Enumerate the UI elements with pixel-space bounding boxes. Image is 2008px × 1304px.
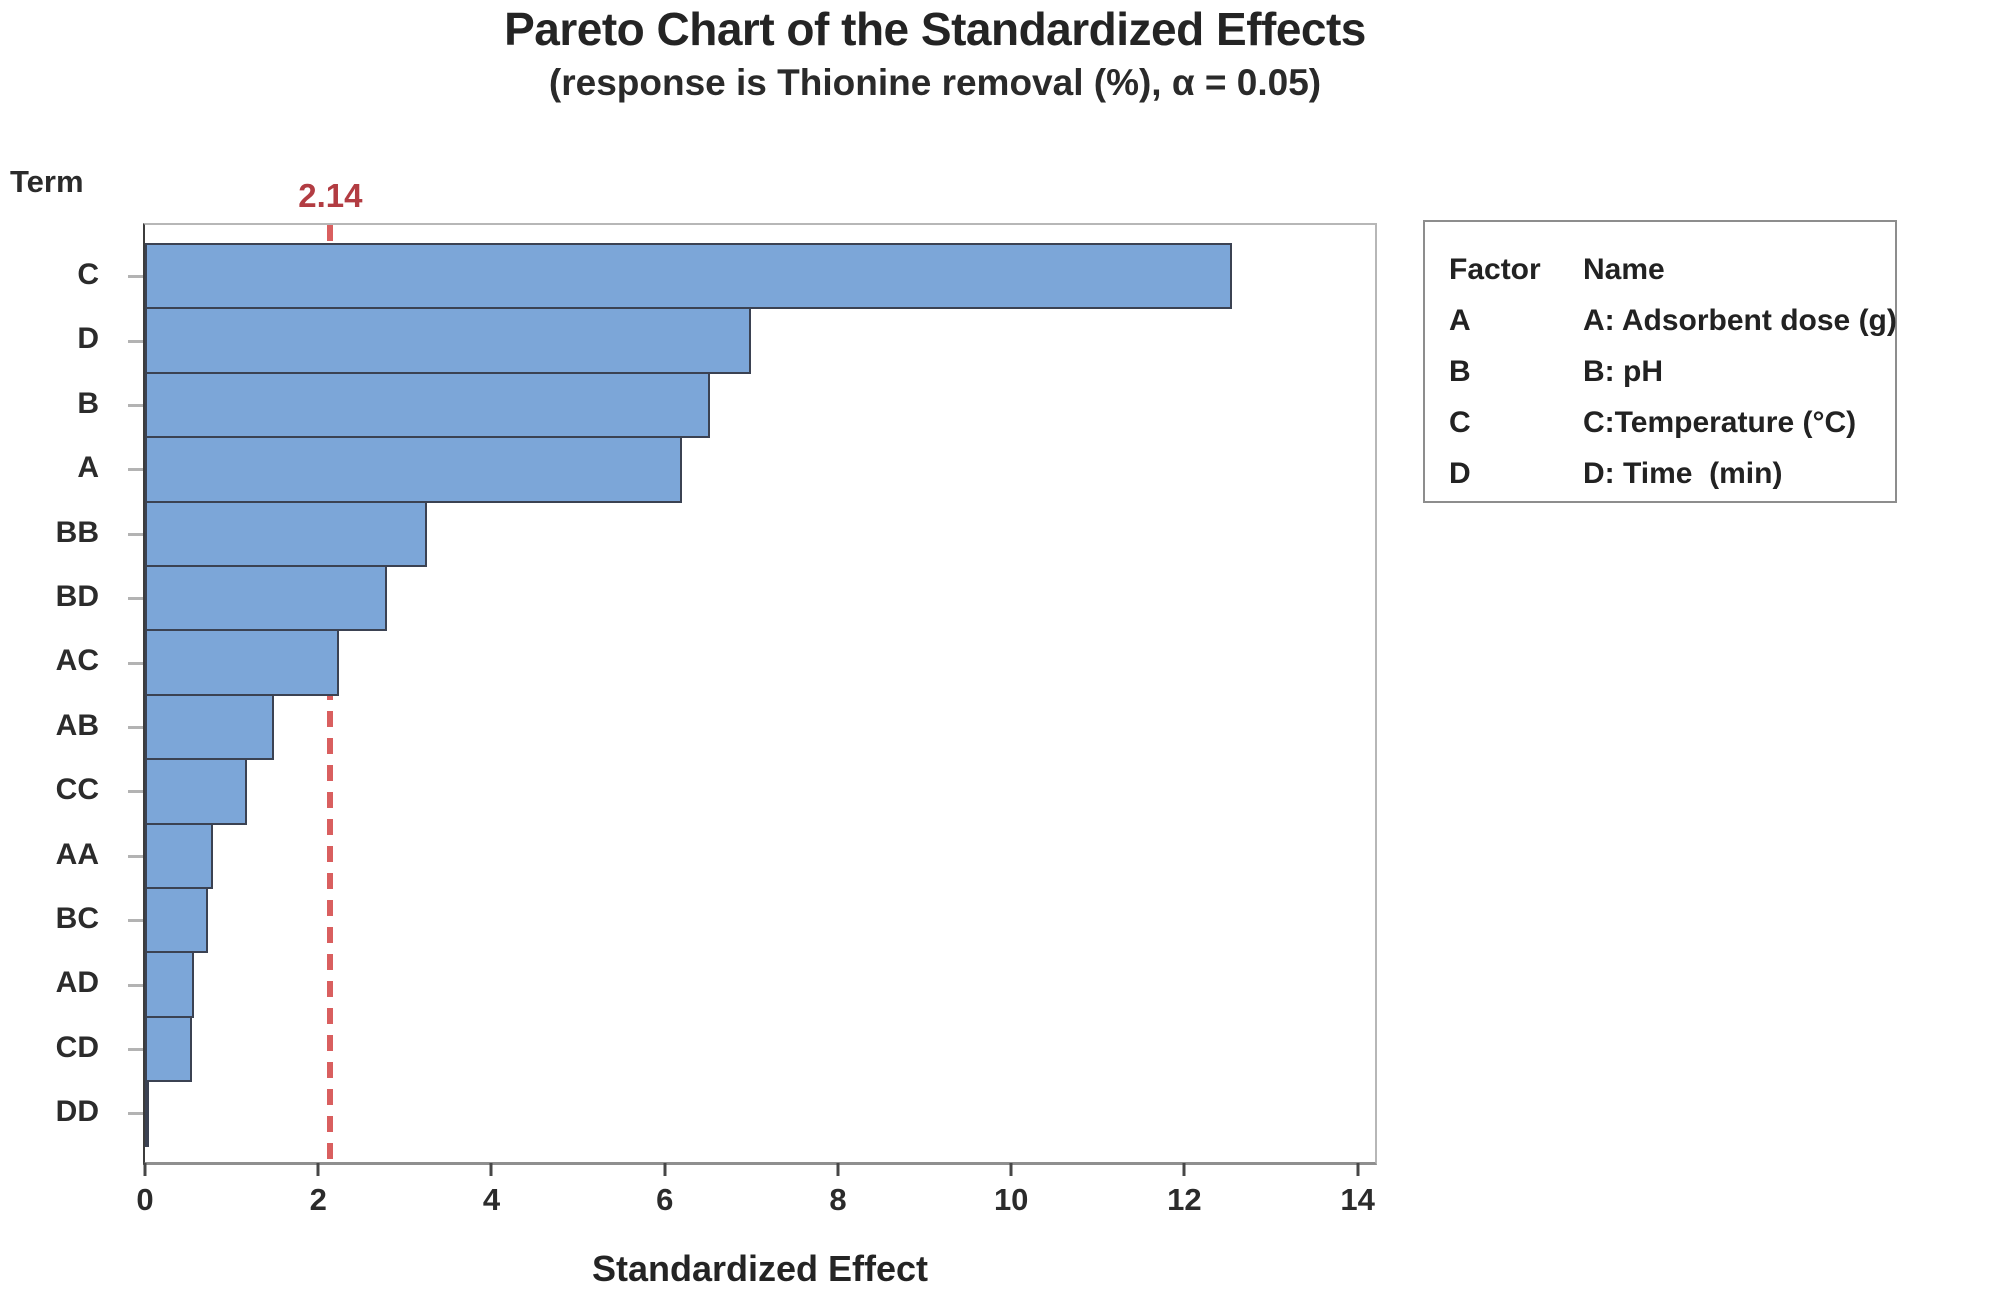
bar-BB [145,500,428,567]
y-axis-tick [128,339,143,343]
x-axis-tick [663,1163,667,1176]
x-axis-tick [316,1163,320,1176]
y-axis-tick [128,532,143,536]
reference-line-label: 2.14 [298,177,363,214]
term-label-BD: BD [55,580,99,613]
x-axis-tick [489,1163,493,1176]
bar-AD [145,951,194,1018]
x-axis-title: Standardized Effect [591,1248,929,1289]
term-label-BB: BB [55,515,99,549]
x-tick-label-14: 14 [1340,1182,1375,1217]
x-tick-label-10: 10 [993,1182,1029,1217]
x-axis-tick [1356,1163,1360,1176]
bar-AA [145,822,214,889]
bar-CD [145,1015,192,1083]
x-tick-label-4: 4 [482,1182,501,1217]
y-axis-tick [128,726,143,729]
bar-CC [145,758,248,825]
bar-BD [145,565,387,632]
legend-factor-cell: D [1449,457,1471,490]
factor-legend: Factor Name A A: Adsorbent dose (g) B B:… [1423,220,1897,503]
term-label-DD: DD [55,1095,99,1129]
bar-DD [145,1080,149,1147]
x-axis-tick [836,1163,840,1176]
legend-row: D D: Time (min) [1449,448,1887,499]
bar-B [145,371,710,439]
x-tick-label-2: 2 [309,1182,327,1217]
legend-name-cell: A: Adsorbent dose (g) [1583,304,1897,337]
x-tick-label-8: 8 [829,1182,847,1217]
term-label-B: B [77,386,99,420]
x-tick-label-0: 0 [136,1182,154,1217]
term-label-AC: AC [55,644,99,678]
bar-C [145,243,1233,310]
bar-AC [145,629,340,696]
y-axis-tick [128,854,143,858]
legend-name-cell: B: pH [1583,355,1663,388]
legend-header-row: Factor Name [1449,244,1887,295]
y-axis-tick [128,275,143,279]
bar-D [145,307,752,374]
bar-AB [145,693,275,761]
term-label-AD: AD [55,966,99,1000]
x-tick-label-6: 6 [656,1182,674,1217]
legend-name-cell: D: Time (min) [1583,457,1783,490]
x-axis-tick [1009,1163,1013,1176]
y-axis-tick [128,1048,143,1051]
legend-name-cell: C:Temperature (°C) [1583,406,1857,439]
chart-title: Pareto Chart of the Standardized Effects [504,3,1366,55]
legend-row: C C:Temperature (°C) [1449,397,1887,448]
legend-factor-header: Factor [1449,253,1541,286]
legend-factor-cell: B [1449,355,1471,388]
bar-A [145,436,683,503]
term-label-AB: AB [55,708,99,742]
y-axis-tick [128,661,143,665]
legend-factor-cell: C [1449,406,1471,439]
legend-name-header: Name [1583,253,1665,286]
term-label-A: A [77,451,99,485]
term-label-AA: AA [55,837,99,871]
chart-subtitle: (response is Thionine removal (%), α = 0… [548,62,1322,103]
x-axis-tick [143,1163,147,1176]
legend-factor-cell: A [1449,304,1471,337]
term-label-CC: CC [55,773,99,807]
term-label-C: C [77,258,99,291]
y-axis-tick [128,790,143,794]
legend-row: A A: Adsorbent dose (g) [1449,295,1897,346]
y-axis-tick [128,404,143,407]
bar-BC [145,887,209,954]
plot-area: 2.14 C D B A BB BD AC AB CC AA BC AD CD DD 0 2 4 6 8 10 12 14 [56,177,1377,1217]
x-axis-tick [1182,1163,1186,1176]
x-tick-label-12: 12 [1167,1182,1202,1217]
y-axis-title: Term [10,164,84,199]
legend-row: B B: pH [1449,346,1887,397]
y-axis-tick [128,919,143,923]
y-axis-tick [128,983,143,987]
term-label-CD: CD [55,1030,99,1064]
y-axis-tick [128,1112,143,1116]
term-label-BC: BC [55,902,99,935]
term-label-D: D [77,322,99,356]
y-axis-tick [128,597,143,601]
y-axis-tick [128,468,143,472]
